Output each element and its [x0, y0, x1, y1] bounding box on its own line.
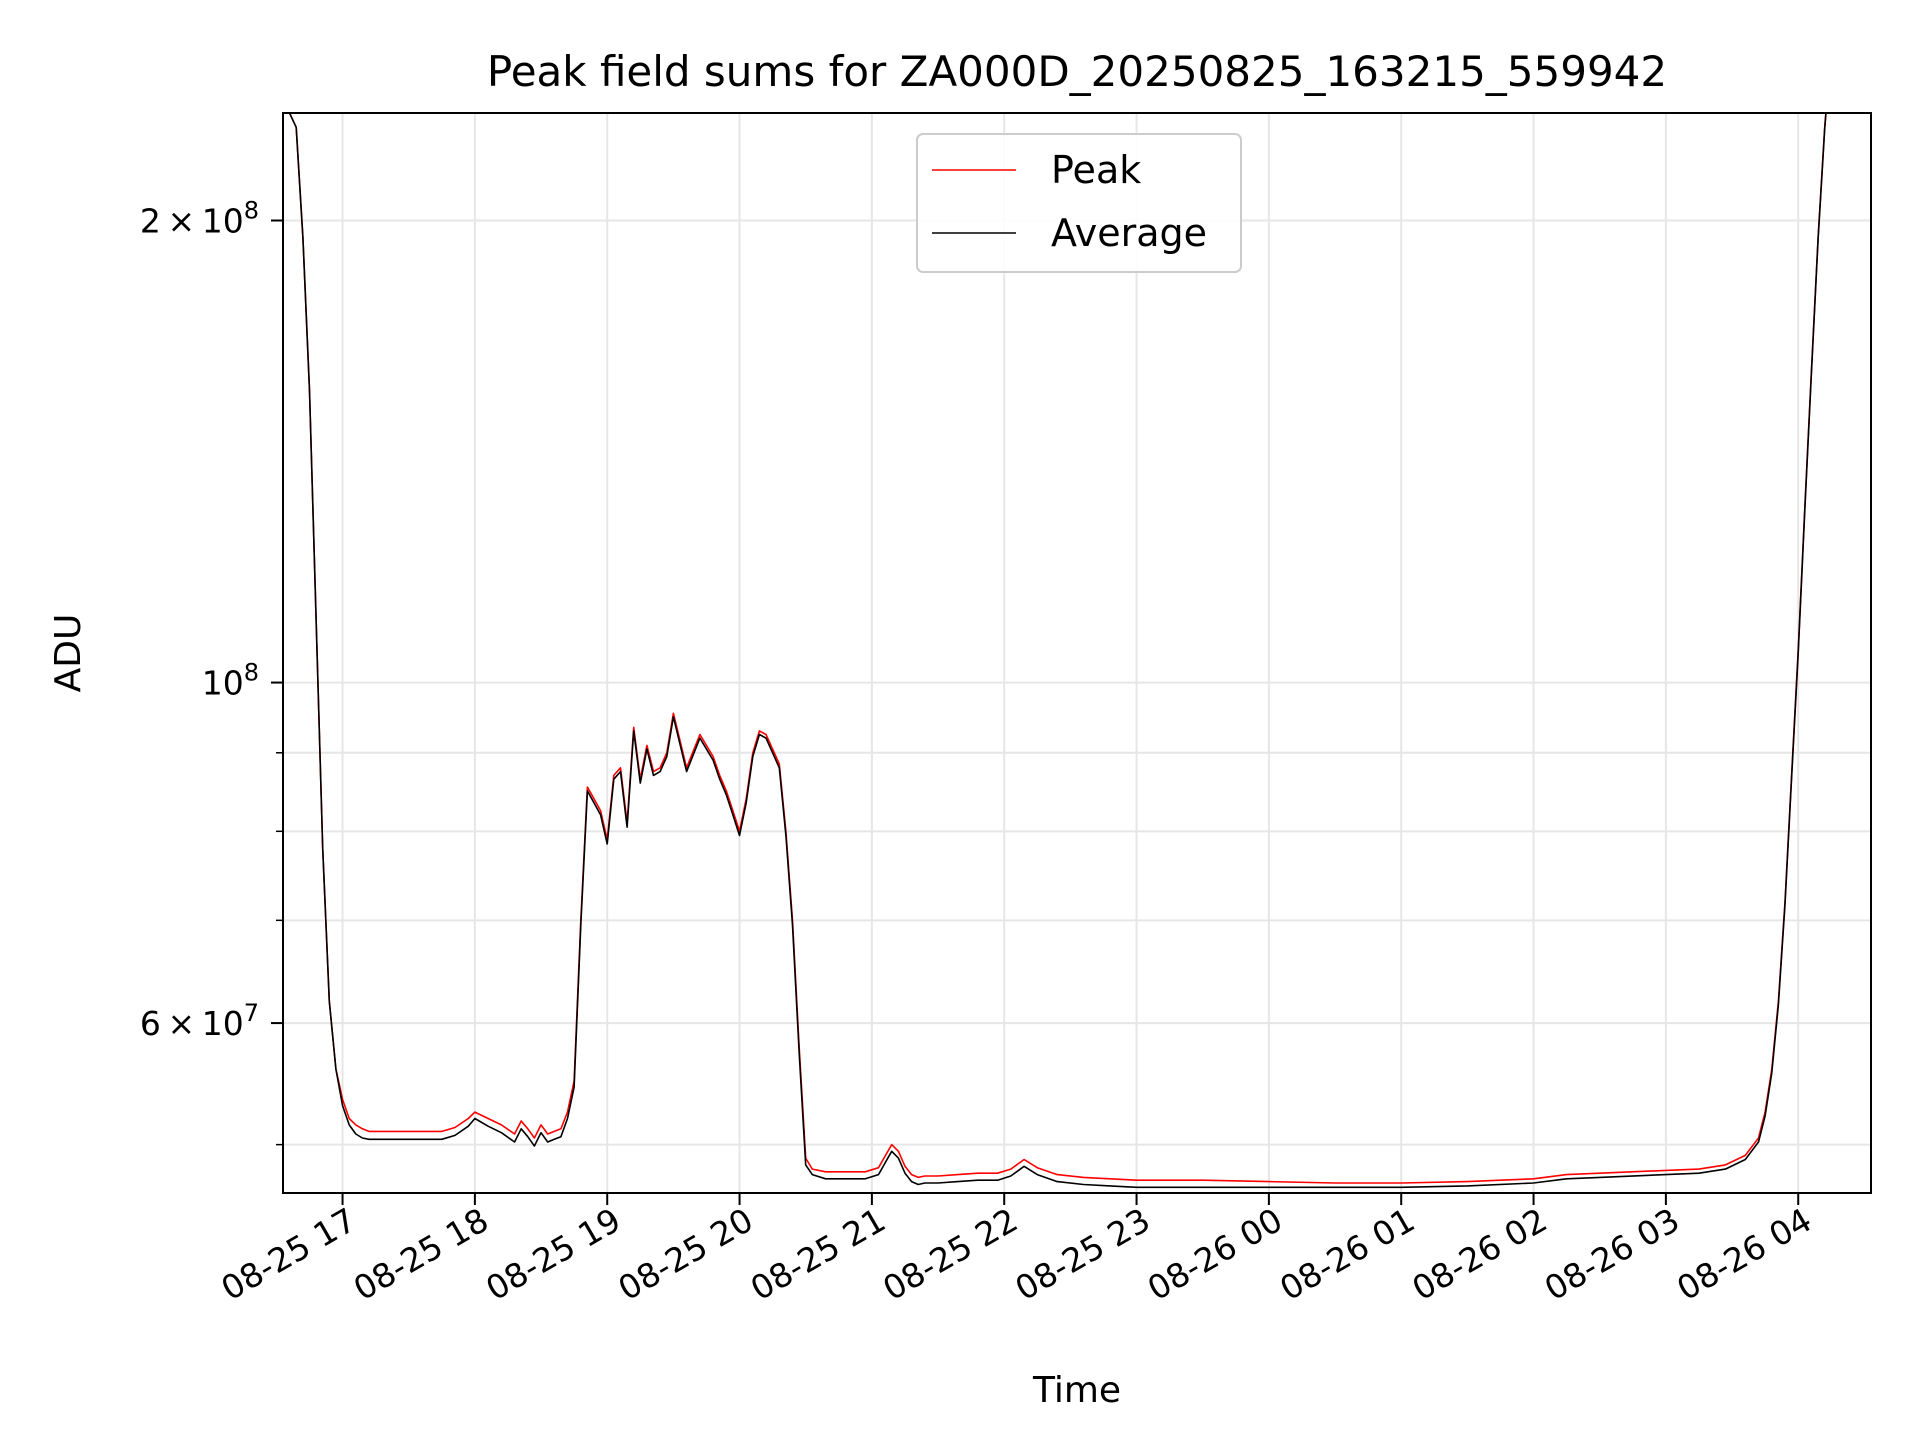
series-line-average [288, 113, 1827, 1189]
series-line-peak [288, 113, 1827, 1184]
legend-label-peak: Peak [1051, 148, 1141, 192]
y-tick-label: 2 × 108 [140, 197, 259, 241]
y-axis-label: ADU [48, 614, 89, 693]
plot-frame [282, 112, 1872, 1194]
series-lines [288, 113, 1827, 1189]
legend-label-average: Average [1051, 211, 1207, 255]
y-axis: 6 × 107 108 2 × 108 [140, 197, 283, 1146]
y-tick-label: 6 × 107 [140, 999, 259, 1043]
legend: Peak Average [916, 133, 1242, 273]
x-axis-label: Time [1032, 1370, 1121, 1411]
y-tick-label: 108 [202, 659, 259, 703]
legend-box [916, 133, 1242, 273]
chart-title: Peak field sums for ZA000D_20250825_1632… [487, 47, 1667, 96]
